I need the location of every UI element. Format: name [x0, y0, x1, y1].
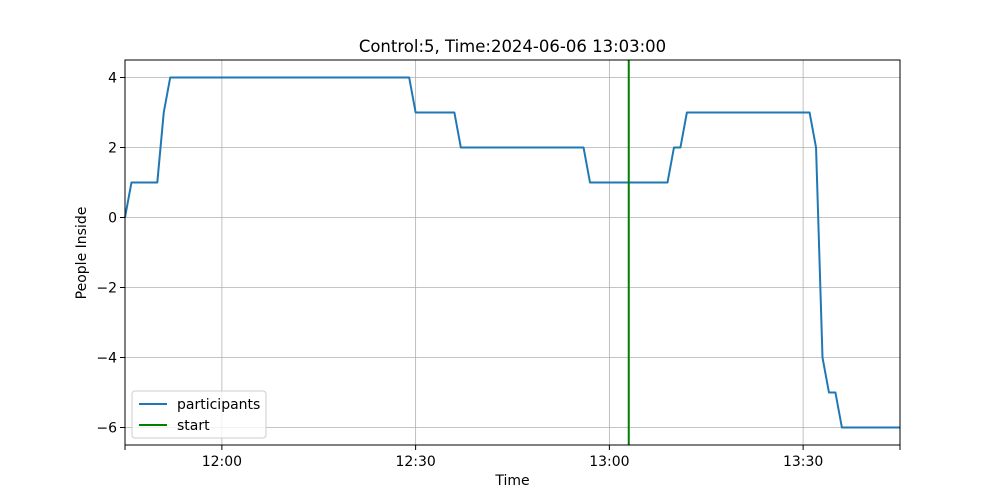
- x-tick-label: 13:00: [589, 454, 629, 470]
- y-tick-label: 0: [108, 211, 117, 227]
- y-tick-label: 4: [108, 71, 117, 87]
- x-axis-title: Time: [494, 473, 529, 489]
- series-line-participants: [124, 76, 900, 429]
- ticks: 12:00 12:30 13:00 13:30 −6 −4 −2 0 2 4: [96, 71, 901, 470]
- y-tick-label: −4: [96, 351, 117, 367]
- legend-label-participants: participants: [177, 397, 260, 413]
- x-tick-label: 12:30: [395, 454, 435, 470]
- legend-label-start: start: [177, 418, 210, 434]
- y-tick-label: −2: [96, 281, 117, 297]
- plot-area: [124, 60, 900, 445]
- y-tick-label: 2: [108, 141, 117, 157]
- legend-box: [131, 390, 267, 439]
- x-tick-label: 12:00: [202, 454, 242, 470]
- axes-frame: [124, 59, 901, 446]
- grid-lines: [125, 60, 900, 445]
- x-tick-label: 13:30: [783, 454, 823, 470]
- y-tick-label: −6: [96, 421, 117, 437]
- legend: participants start: [131, 390, 267, 439]
- chart-title: Control:5, Time:2024-06-06 13:03:00: [359, 37, 666, 56]
- y-axis-title: People Inside: [74, 207, 90, 300]
